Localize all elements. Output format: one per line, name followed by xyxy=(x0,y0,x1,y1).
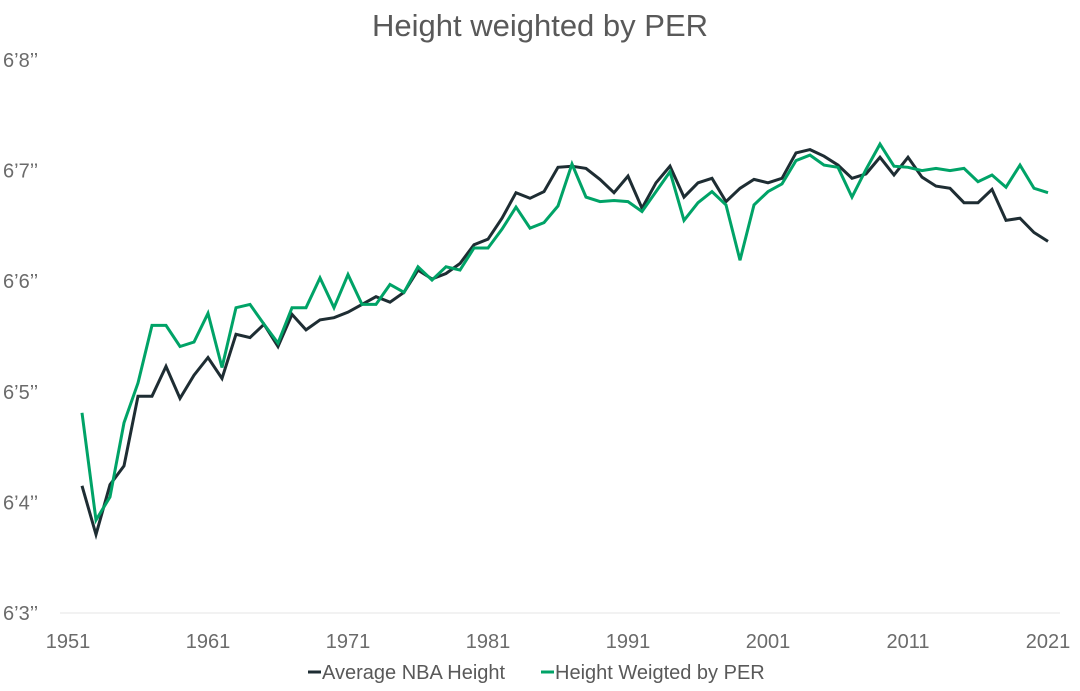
y-tick-label: 6’5’’ xyxy=(3,382,38,404)
x-tick-label: 1961 xyxy=(186,631,231,653)
x-tick-label: 1991 xyxy=(606,631,651,653)
x-tick-label: 1971 xyxy=(326,631,371,653)
chart-title: Height weighted by PER xyxy=(372,8,708,43)
y-tick-label: 6’3’’ xyxy=(3,603,38,625)
legend-item: Average NBA Height xyxy=(308,662,506,684)
x-tick-label: 2021 xyxy=(1026,631,1071,653)
legend-item: Height Weigted by PER xyxy=(541,662,765,684)
series-line-average-nba-height xyxy=(80,148,1049,540)
x-tick-label: 2001 xyxy=(746,631,791,653)
y-tick-label: 6’4’’ xyxy=(3,492,38,514)
legend-label: Average NBA Height xyxy=(322,662,506,684)
x-tick-label: 2011 xyxy=(886,631,929,653)
x-tick-label: 1981 xyxy=(466,631,511,653)
y-tick-label: 6’8’’ xyxy=(3,50,38,72)
x-tick-label: 1951 xyxy=(46,631,91,653)
series-line-height-weighted-by-per xyxy=(80,141,1049,525)
y-tick-label: 6’6’’ xyxy=(3,271,38,293)
legend-label: Height Weigted by PER xyxy=(555,662,765,684)
y-tick-label: 6’7’’ xyxy=(3,161,38,183)
